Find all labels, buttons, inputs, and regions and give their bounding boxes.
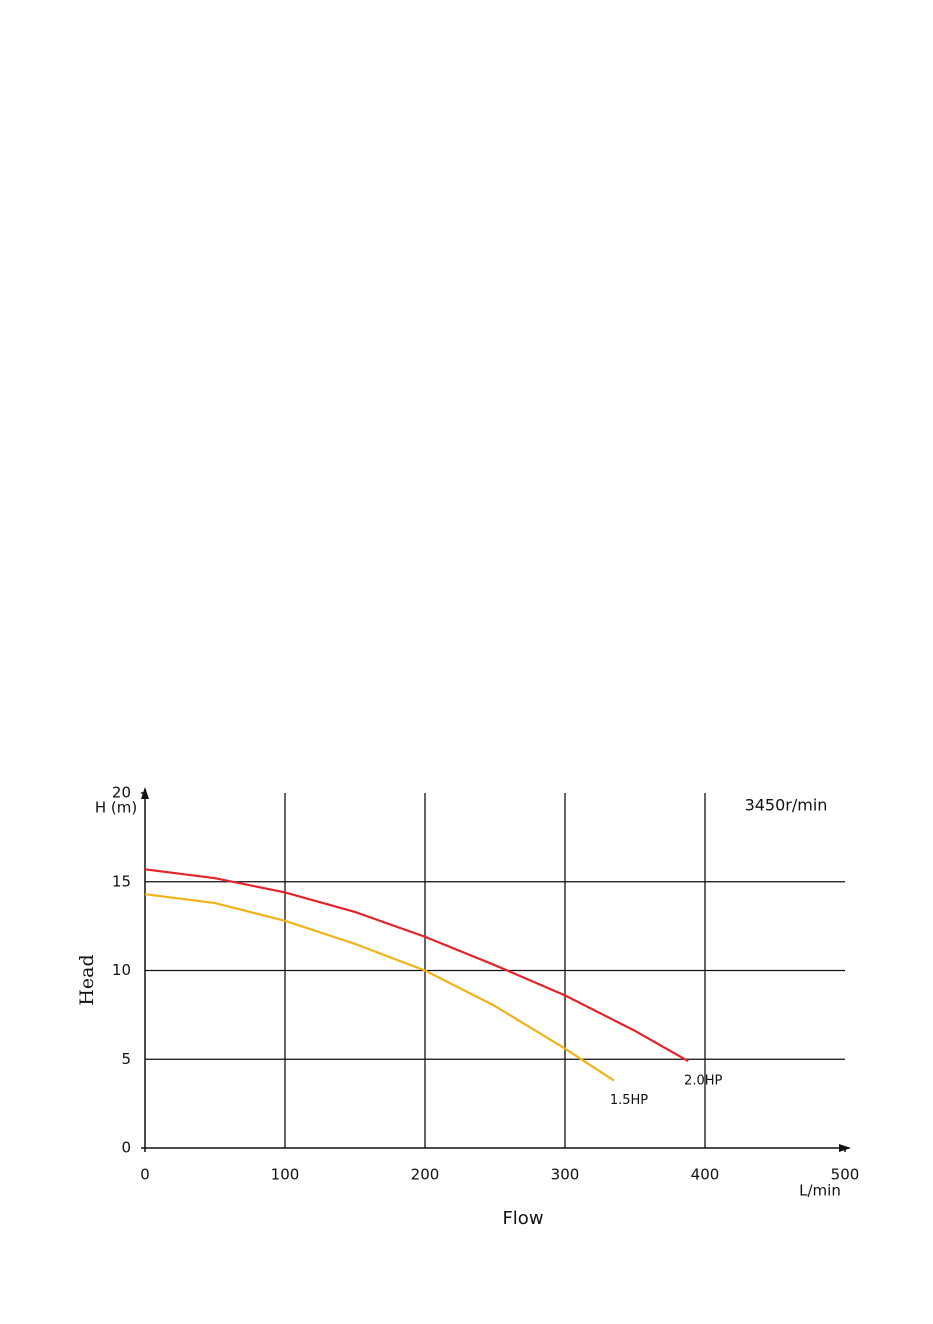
x-tick-label: 400 — [691, 1166, 720, 1184]
y-axis-label: Head — [76, 954, 98, 1005]
y-tick-label: 20 — [112, 784, 131, 802]
arrow — [839, 1144, 851, 1152]
x-tick-label: 500 — [831, 1166, 860, 1184]
series-label: 1.5HP — [610, 1093, 648, 1108]
x-tick-label: 200 — [411, 1166, 440, 1184]
y-tick-label: 15 — [112, 872, 131, 890]
y-unit: H (m) — [95, 799, 137, 817]
x-tick-label: 0 — [140, 1166, 150, 1184]
x-unit: L/min — [799, 1182, 841, 1200]
y-tick-label: 0 — [121, 1139, 131, 1157]
y-tick-label: 5 — [121, 1050, 131, 1068]
line — [144, 868, 689, 1062]
y-tick-label: 10 — [112, 961, 131, 979]
series-label: 2.0HP — [684, 1074, 722, 1089]
arrow — [141, 787, 149, 799]
x-axis-label: Flow — [502, 1208, 543, 1229]
line — [144, 893, 615, 1082]
x-tick-label: 100 — [271, 1166, 300, 1184]
annotation: 3450r/min — [745, 796, 828, 815]
x-tick-label: 300 — [551, 1166, 580, 1184]
